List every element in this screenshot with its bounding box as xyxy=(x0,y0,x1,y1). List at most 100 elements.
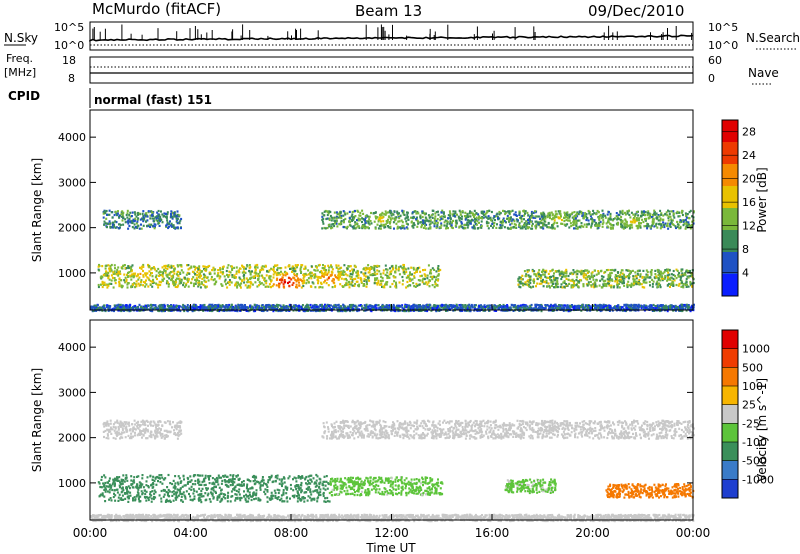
heatmap-cell xyxy=(323,268,326,271)
heatmap-cell xyxy=(342,214,345,217)
heatmap-cell xyxy=(536,282,539,285)
heatmap-cell xyxy=(202,273,205,276)
heatmap-cell xyxy=(401,226,404,230)
heatmap-cell xyxy=(531,222,534,226)
heatmap-cell xyxy=(417,212,420,215)
heatmap-cell xyxy=(669,223,672,226)
heatmap-cell xyxy=(485,216,488,219)
heatmap-cell xyxy=(539,217,542,220)
heatmap-cell xyxy=(510,222,513,225)
heatmap-cell xyxy=(565,283,568,286)
heatmap-cell xyxy=(623,303,626,306)
heatmap-cell xyxy=(354,283,357,286)
heatmap-cell xyxy=(175,217,178,220)
heatmap-cell xyxy=(490,210,493,214)
heatmap-cell xyxy=(337,216,340,219)
heatmap-cell xyxy=(145,283,148,286)
heatmap-cell xyxy=(121,210,124,213)
heatmap-cell xyxy=(558,217,560,220)
heatmap-cell xyxy=(670,273,673,276)
heatmap-cell xyxy=(176,222,179,225)
heatmap-cell xyxy=(601,216,604,219)
heatmap-cell xyxy=(151,272,153,275)
heatmap-cell xyxy=(358,226,361,229)
heatmap-cell xyxy=(102,216,105,219)
heatmap-cell xyxy=(681,281,684,284)
heatmap-cell xyxy=(520,216,522,219)
heatmap-cell xyxy=(514,223,517,226)
heatmap-cell xyxy=(103,281,106,284)
heatmap-cell xyxy=(412,223,415,226)
heatmap-cell xyxy=(433,276,436,279)
heatmap-cell xyxy=(625,223,628,226)
heatmap-cell xyxy=(638,278,641,282)
heatmap-cell xyxy=(407,267,410,270)
heatmap-cell xyxy=(386,221,389,224)
heatmap-cell xyxy=(221,284,224,287)
heatmap-cell xyxy=(346,267,349,270)
heatmap-cell xyxy=(198,265,201,268)
heatmap-cell xyxy=(173,283,176,286)
heatmap-cell xyxy=(165,225,168,228)
heatmap-cell xyxy=(477,213,480,216)
heatmap-cell xyxy=(122,216,125,219)
heatmap-cell xyxy=(460,218,463,221)
heatmap-cell xyxy=(539,220,542,223)
heatmap-cell xyxy=(523,214,526,217)
heatmap-cell xyxy=(564,213,566,216)
heatmap-cell xyxy=(353,284,356,287)
heatmap-cell xyxy=(416,270,418,273)
heatmap-cell xyxy=(227,264,230,267)
heatmap-cell xyxy=(491,222,494,226)
heatmap-cell xyxy=(128,271,131,274)
heatmap-cell xyxy=(360,280,363,283)
heatmap-cell xyxy=(442,211,445,214)
heatmap-cell xyxy=(393,227,395,230)
heatmap-cell xyxy=(283,286,286,289)
heatmap-cell xyxy=(376,269,379,272)
heatmap-cell xyxy=(526,211,529,214)
heatmap-cell xyxy=(97,285,100,289)
heatmap-cell xyxy=(117,210,119,213)
heatmap-cell xyxy=(468,212,471,215)
heatmap-cell xyxy=(195,277,198,280)
heatmap-cell xyxy=(421,210,424,213)
nave-tick-bottom: 0 xyxy=(708,72,715,85)
heatmap-cell xyxy=(644,210,647,214)
heatmap-cell xyxy=(146,276,149,279)
heatmap-cell xyxy=(438,226,441,229)
heatmap-cell xyxy=(433,268,436,271)
heatmap-cell xyxy=(616,281,619,284)
heatmap-cell xyxy=(595,221,598,225)
heatmap-cell xyxy=(266,285,269,288)
heatmap-cell xyxy=(540,222,543,225)
heatmap-cell xyxy=(411,278,414,281)
heatmap-cell xyxy=(508,220,510,223)
heatmap-cell xyxy=(338,272,341,275)
heatmap-cell xyxy=(482,216,485,219)
heatmap-cell xyxy=(443,221,446,224)
heatmap-cell xyxy=(601,209,604,212)
heatmap-cell xyxy=(321,267,324,270)
heatmap-cell xyxy=(500,226,503,229)
heatmap-cell xyxy=(413,216,416,219)
heatmap-cell xyxy=(599,220,602,223)
heatmap-cell xyxy=(187,285,190,288)
heatmap-cell xyxy=(176,218,179,222)
heatmap-cell xyxy=(185,284,187,287)
heatmap-cell xyxy=(127,266,130,270)
heatmap-cell xyxy=(670,218,673,221)
heatmap-cell xyxy=(317,282,319,285)
heatmap-cell xyxy=(397,220,400,223)
heatmap-cell xyxy=(380,223,383,226)
heatmap-cell xyxy=(546,214,549,217)
heatmap-cell xyxy=(619,271,622,274)
heatmap-cell xyxy=(587,283,590,286)
heatmap-cell xyxy=(334,274,337,277)
heatmap-cell xyxy=(582,225,585,228)
heatmap-cell xyxy=(192,284,195,288)
heatmap-cell xyxy=(392,221,395,224)
heatmap-cell xyxy=(142,220,145,223)
heatmap-cell xyxy=(278,282,281,286)
heatmap-cell xyxy=(689,227,692,230)
